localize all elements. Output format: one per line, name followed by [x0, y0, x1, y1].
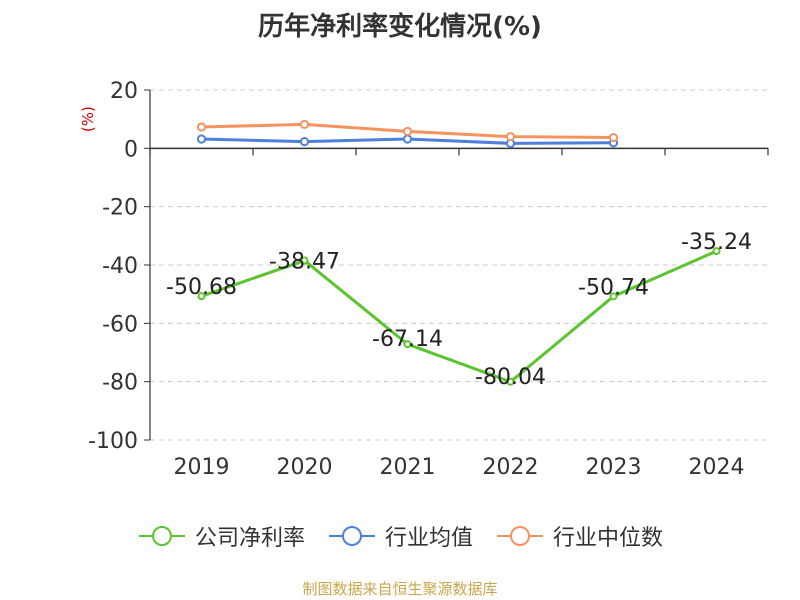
y-axis-label: (%) — [79, 106, 97, 132]
data-labels: -50.68 -38.47 -67.14 -80.04 -50.74 -35.24 — [166, 230, 752, 390]
legend-item: 行业中位数 — [495, 520, 663, 552]
y-tick-label: -100 — [88, 429, 138, 454]
series-line — [201, 249, 718, 384]
x-tick-label: 2022 — [483, 455, 539, 480]
data-point — [299, 119, 310, 130]
legend-item: 公司净利率 — [137, 520, 305, 552]
data-point — [712, 247, 721, 256]
data-label: -80.04 — [475, 365, 546, 390]
x-tick-label: 2019 — [174, 455, 230, 480]
legend-label: 行业均值 — [384, 526, 473, 551]
data-label: -67.14 — [372, 327, 443, 352]
legend-label: 行业中位数 — [553, 526, 664, 551]
data-point — [609, 292, 618, 301]
y-tick-label: -20 — [102, 196, 138, 221]
data-label: -38.47 — [269, 250, 340, 275]
legend: 公司净利率 行业均值 行业中位数 — [0, 520, 800, 552]
source-note: 制图数据来自恒生聚源数据库 — [302, 580, 498, 598]
chart-title: 历年净利率变化情况(%) — [258, 12, 542, 42]
data-point — [197, 292, 206, 301]
legend-swatch — [138, 526, 185, 546]
y-tick-label: -40 — [102, 254, 138, 279]
data-label: -50.74 — [578, 275, 649, 300]
legend-label: 公司净利率 — [194, 526, 305, 551]
legend-swatch-marker — [341, 526, 362, 546]
y-tick-label: -80 — [102, 371, 138, 396]
x-tick-label: 2023 — [586, 455, 642, 480]
x-tick-label: 2021 — [380, 455, 436, 480]
axes: 20 0 -20 -40 -60 -80 -100 (%) 2019 2020 2021 2022 20… — [79, 79, 769, 480]
data-point — [196, 134, 207, 144]
data-point — [196, 122, 207, 132]
data-point — [608, 132, 619, 143]
data-label: -50.68 — [166, 275, 237, 300]
y-tick-label: 0 — [124, 137, 138, 162]
legend-swatch — [497, 526, 543, 546]
legend-swatch-marker — [151, 526, 172, 546]
data-point — [402, 134, 413, 144]
data-point — [300, 256, 309, 265]
data-point — [402, 126, 413, 137]
data-point — [299, 137, 310, 147]
data-point — [403, 340, 412, 349]
data-point — [505, 132, 516, 142]
data-label: -35.24 — [681, 230, 752, 255]
grid-lines — [150, 89, 768, 441]
legend-swatch-marker — [510, 526, 530, 546]
data-point — [506, 377, 515, 386]
y-tick-label: 20 — [110, 79, 138, 104]
series-lines — [196, 119, 721, 386]
legend-item: 行业均值 — [327, 520, 473, 552]
x-tick-label: 2020 — [277, 455, 333, 480]
y-tick-label: -60 — [102, 312, 138, 337]
legend-swatch — [328, 526, 375, 546]
x-tick-label: 2024 — [689, 455, 745, 480]
